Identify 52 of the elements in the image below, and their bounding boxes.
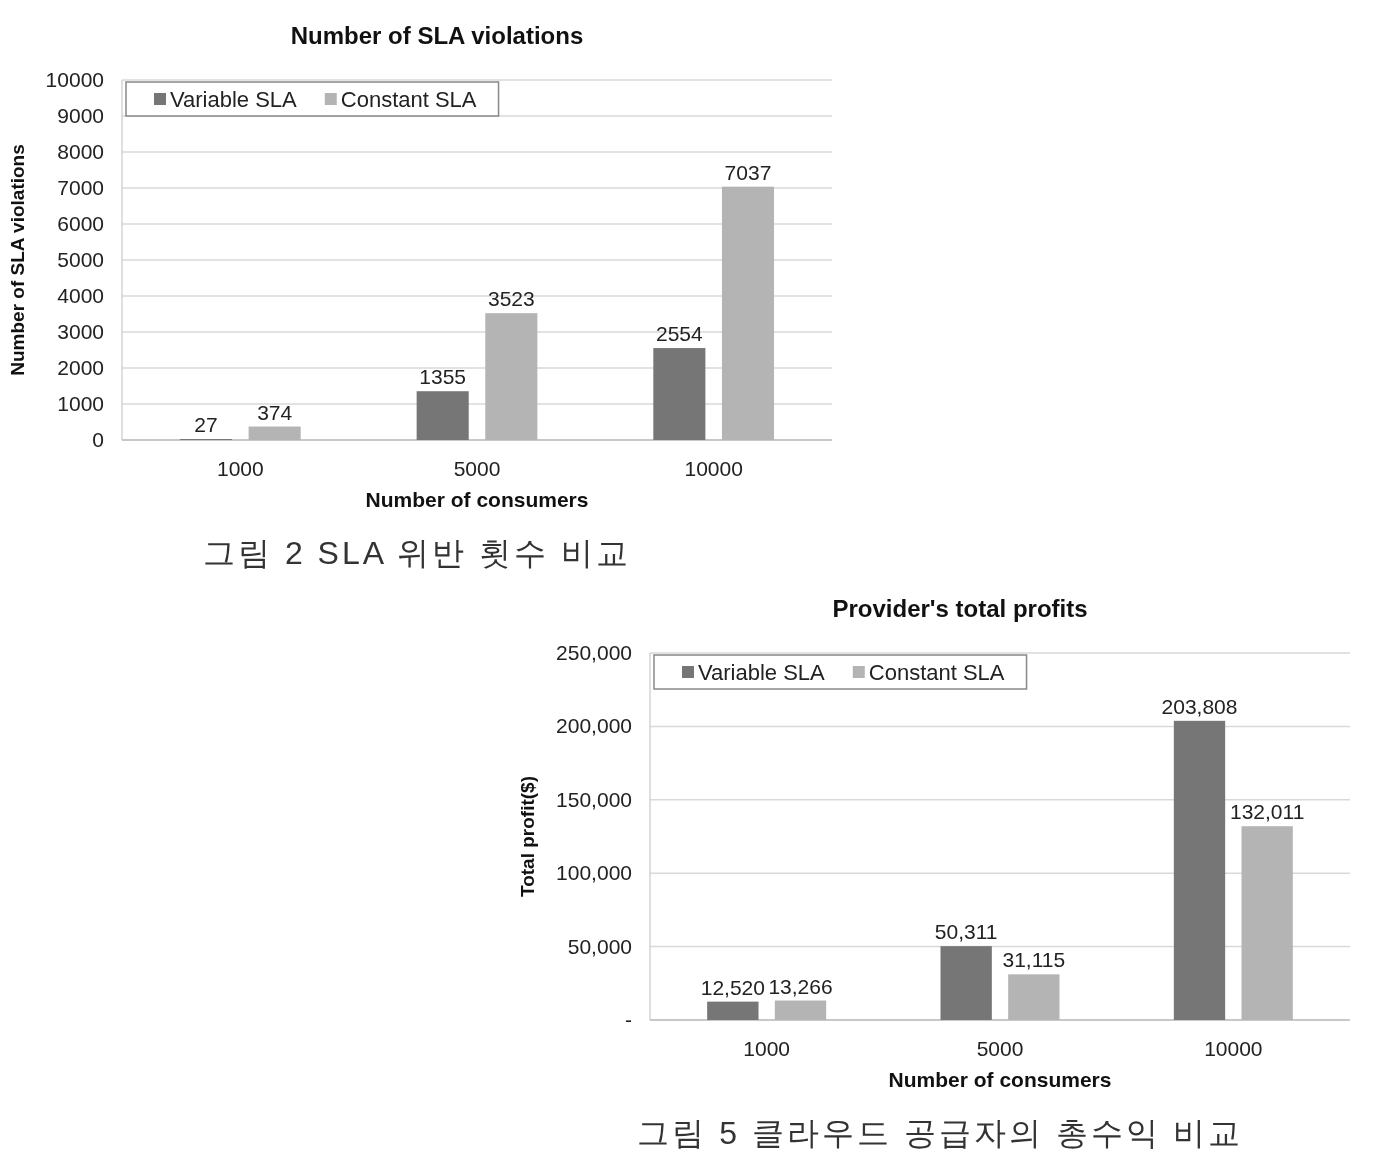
y-tick-label: 10000 [45, 68, 104, 91]
y-tick-label: 3000 [57, 320, 104, 343]
legend-label: Constant SLA [868, 660, 1005, 685]
x-axis-title: Number of consumers [888, 1068, 1112, 1091]
y-tick-label: - [625, 1008, 632, 1031]
x-tick-label: 5000 [976, 1037, 1024, 1060]
chart-title: Provider's total profits [832, 595, 1088, 622]
bar [416, 391, 469, 440]
x-tick-label: 10000 [1204, 1037, 1263, 1060]
y-tick-label: 0 [92, 428, 104, 451]
bar [940, 946, 992, 1020]
caption: 그림 5 클라우드 공급자의 총수익 비교 [637, 1115, 1243, 1151]
y-tick-label: 2000 [57, 356, 104, 379]
x-tick-label: 5000 [453, 457, 501, 480]
y-tick-label: 9000 [57, 104, 104, 127]
y-tick-label: 8000 [57, 140, 104, 163]
y-tick-label: 6000 [57, 212, 104, 235]
bar [653, 348, 706, 440]
x-axis-title: Number of consumers [365, 488, 589, 511]
data-label: 50,311 [934, 920, 998, 944]
y-tick-label: 250,000 [556, 641, 632, 664]
chart-title: Number of SLA violations [290, 22, 584, 49]
y-axis-title: Number of SLA violations [6, 144, 28, 376]
y-tick-label: 5000 [57, 248, 104, 271]
bar [707, 1001, 759, 1020]
x-tick-label: 1000 [743, 1037, 791, 1060]
y-tick-label: 7000 [57, 176, 104, 199]
data-label: 1355 [419, 365, 467, 389]
data-label: 13,266 [768, 974, 833, 998]
y-tick-label: 4000 [57, 284, 104, 307]
y-axis-title: Total profit($) [517, 775, 539, 898]
data-label: 132,011 [1229, 800, 1305, 824]
data-label: 12,520 [700, 975, 765, 999]
y-tick-label: 100,000 [556, 861, 632, 885]
y-tick-label: 1000 [57, 392, 104, 415]
y-tick-label: 50,000 [567, 934, 632, 958]
caption: 그림 2 SLA 위반 횟수 비교 [203, 535, 631, 571]
legend-label: Variable SLA [170, 87, 298, 112]
data-label: 2554 [655, 322, 704, 346]
data-label: 3523 [487, 287, 535, 311]
bar [1173, 720, 1226, 1020]
legend-label: Constant SLA [340, 87, 477, 112]
legend-label: Variable SLA [698, 660, 826, 685]
x-tick-label: 1000 [216, 457, 264, 480]
data-label: 203,808 [1161, 694, 1238, 718]
x-tick-label: 10000 [684, 457, 743, 480]
y-tick-label: 150,000 [556, 787, 632, 811]
y-tick-label: 200,000 [556, 714, 632, 738]
data-label: 374 [257, 400, 293, 424]
data-label: 7037 [724, 160, 772, 184]
data-label: 27 [194, 413, 218, 437]
data-label: 31,115 [1002, 948, 1066, 972]
